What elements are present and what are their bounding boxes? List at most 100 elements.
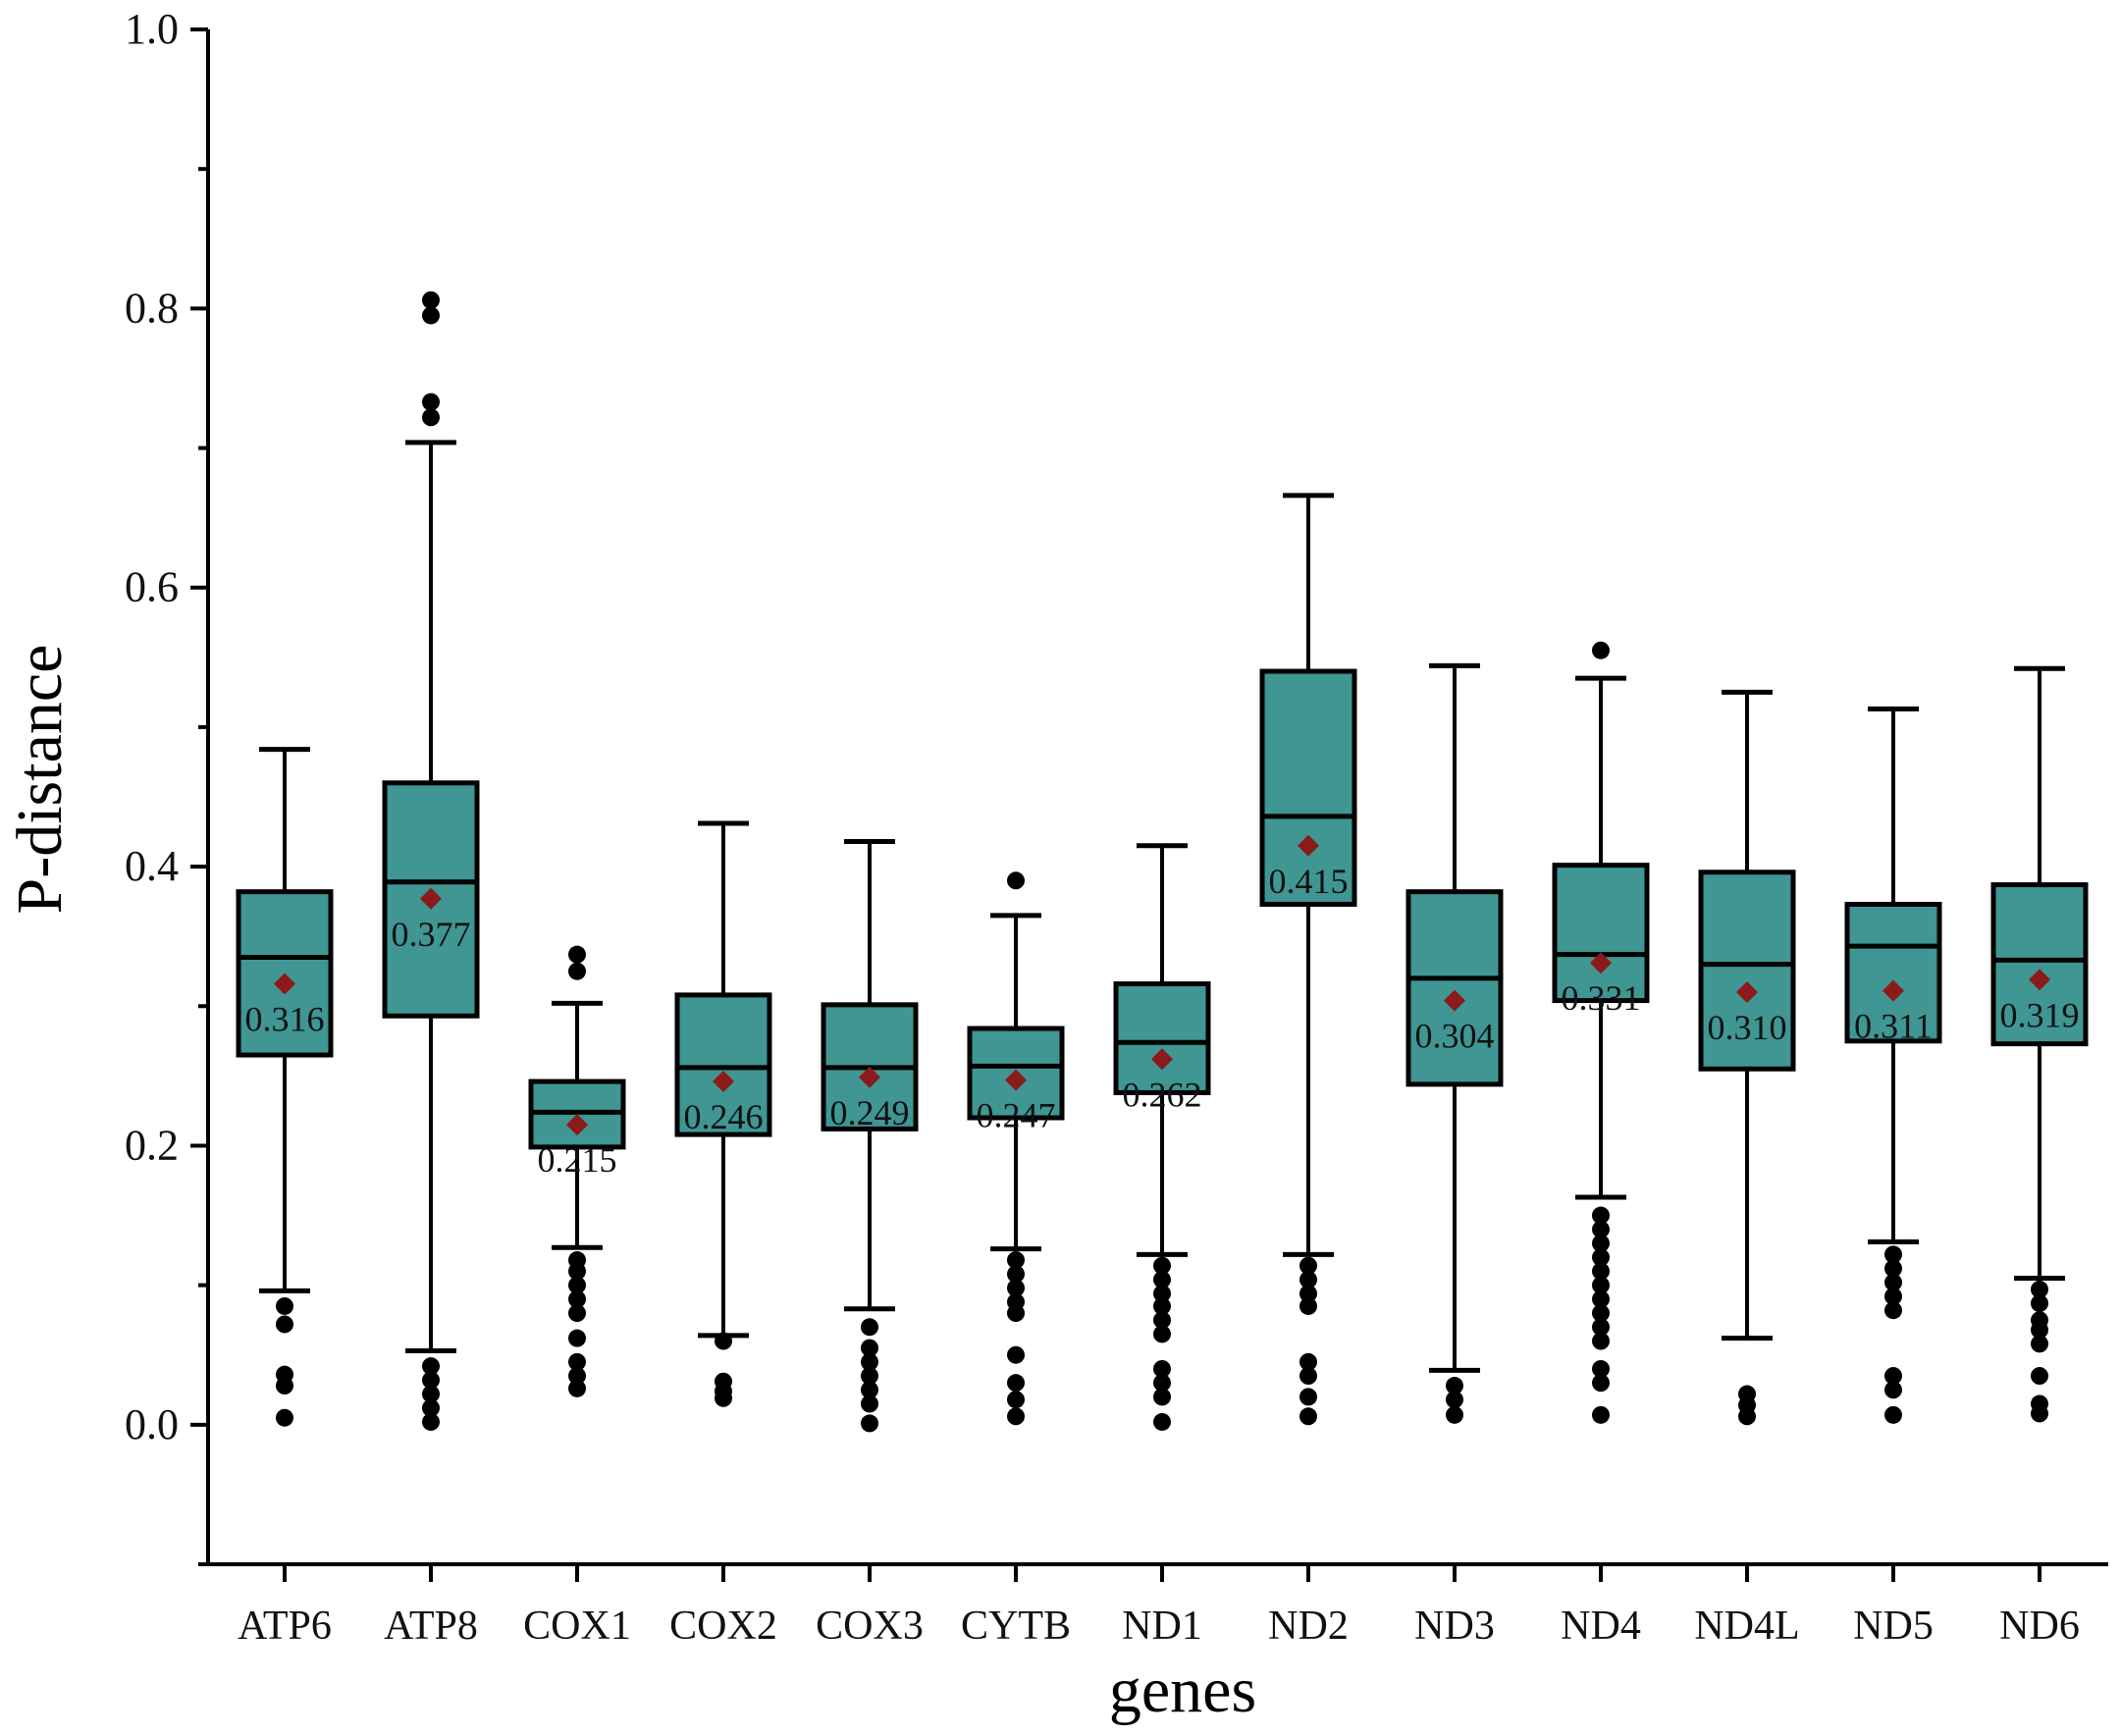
outlier-point (1446, 1391, 1463, 1409)
mean-value-label: 0.415 (1269, 862, 1349, 901)
mean-value-label: 0.311 (1854, 1007, 1933, 1046)
outlier-point (1738, 1407, 1756, 1426)
outlier-point (1884, 1259, 1902, 1278)
outlier-point (1007, 1304, 1025, 1323)
outlier-point (1592, 1289, 1610, 1308)
box-cox1: 0.215 (528, 945, 626, 1397)
x-tick-label: ATP8 (384, 1604, 478, 1649)
outlier-point (861, 1367, 878, 1386)
outlier-point (1592, 1220, 1610, 1238)
outlier-point (861, 1381, 878, 1399)
outlier-point (1007, 1345, 1025, 1364)
outlier-point (1007, 1391, 1025, 1409)
outlier-point (1299, 1367, 1317, 1386)
mean-value-label: 0.304 (1415, 1017, 1495, 1056)
x-tick-label: ND1 (1122, 1604, 1202, 1649)
mean-value-label: 0.247 (977, 1096, 1056, 1135)
outlier-point (568, 1304, 586, 1323)
outlier-point (1299, 1270, 1317, 1289)
mean-marker (713, 1071, 734, 1093)
x-tick-label: CYTB (961, 1604, 1071, 1649)
box-atp6: 0.316 (236, 747, 334, 1427)
outlier-point (1153, 1296, 1171, 1315)
mean-marker (859, 1066, 880, 1088)
iqr-box (1113, 981, 1211, 1095)
outlier-point (1592, 1405, 1610, 1424)
box-nd2: 0.415 (1259, 493, 1357, 1426)
outlier-point (1153, 1311, 1171, 1330)
box-nd4: 0.331 (1552, 641, 1650, 1424)
box-nd6: 0.319 (1990, 665, 2089, 1423)
plot-area: 0.0 0.2 0.4 0.6 0.8 1.0 ATP6 ATP8 COX1 COX2 COX3 CY… (125, 5, 2089, 1649)
outlier-point (861, 1394, 878, 1413)
mean-marker (1736, 981, 1758, 1004)
outlier-point (715, 1389, 732, 1407)
x-tick-label: COX3 (816, 1604, 924, 1649)
box-nd3: 0.304 (1405, 662, 1504, 1424)
x-tick-label: COX1 (523, 1604, 631, 1649)
outlier-point (1007, 1407, 1025, 1426)
outlier-point (1592, 1374, 1610, 1393)
outlier-point (1153, 1388, 1171, 1406)
outlier-point (276, 1408, 293, 1427)
iqr-box (1552, 863, 1650, 1004)
outlier-point (1299, 1296, 1317, 1315)
outlier-point (861, 1339, 878, 1357)
iqr-box (382, 780, 480, 1019)
outlier-point (1153, 1325, 1171, 1343)
iqr-box (674, 992, 772, 1137)
outlier-point (1592, 1206, 1610, 1225)
outlier-point (568, 1379, 586, 1397)
x-tick-label: ND4L (1694, 1604, 1799, 1649)
outlier-point (568, 1289, 586, 1308)
box-cytb: 0.247 (967, 871, 1065, 1426)
outlier-point (422, 408, 440, 427)
x-tick-label: ND6 (1999, 1604, 2080, 1649)
outlier-point (861, 1318, 878, 1337)
mean-value-label: 0.331 (1562, 978, 1641, 1018)
y-tick-label: 0.4 (125, 842, 179, 890)
outlier-point (1007, 1279, 1025, 1297)
outlier-point (2031, 1280, 2048, 1298)
mean-value-label: 0.310 (1708, 1008, 1787, 1047)
outlier-point (1884, 1245, 1902, 1264)
outlier-point (1592, 1359, 1610, 1378)
mean-marker (1444, 989, 1465, 1012)
outlier-point (1884, 1273, 1902, 1291)
outlier-point (1446, 1405, 1463, 1424)
mean-value-label: 0.316 (245, 1000, 325, 1039)
outlier-point (422, 306, 440, 325)
box-nd4l: 0.310 (1698, 689, 1796, 1426)
mean-value-label: 0.215 (538, 1140, 617, 1180)
y-tick-label: 0.2 (125, 1121, 179, 1169)
outlier-point (2031, 1294, 2048, 1313)
y-tick-label: 0.6 (125, 563, 179, 611)
outlier-point (1153, 1412, 1171, 1431)
mean-marker (1005, 1069, 1027, 1091)
mean-marker (2029, 969, 2050, 991)
box-atp8: 0.377 (382, 290, 480, 1431)
y-axis-title: P-distance (4, 645, 76, 915)
outlier-point (2031, 1367, 2048, 1386)
mean-marker (1882, 979, 1904, 1002)
outlier-point (422, 1357, 440, 1376)
outlier-point (1007, 1251, 1025, 1270)
outlier-point (276, 1377, 293, 1395)
outlier-point (1153, 1270, 1171, 1289)
outlier-point (1884, 1405, 1902, 1424)
outlier-point (422, 290, 440, 309)
outlier-point (1592, 1318, 1610, 1337)
outlier-point (1592, 1304, 1610, 1323)
outlier-point (861, 1352, 878, 1371)
mean-value-label: 0.319 (2000, 995, 2080, 1034)
x-tick-label: ATP6 (238, 1604, 332, 1649)
outlier-point (1007, 871, 1025, 890)
outlier-point (276, 1315, 293, 1334)
outlier-point (1592, 1234, 1610, 1252)
y-tick-label: 1.0 (125, 5, 179, 53)
iqr-box (1844, 901, 1942, 1044)
y-tick-label: 0.0 (125, 1400, 179, 1448)
outlier-point (1153, 1285, 1171, 1303)
